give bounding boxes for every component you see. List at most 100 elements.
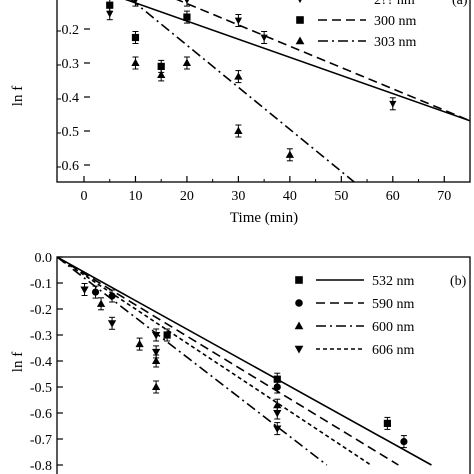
data-point bbox=[234, 14, 242, 27]
panel-label: (b) bbox=[450, 274, 467, 289]
legend-triangle-symbol bbox=[295, 36, 305, 45]
data-point bbox=[131, 31, 140, 44]
y-tick-label: -0.5 bbox=[57, 125, 79, 140]
y-tick-label: 0.0 bbox=[35, 251, 53, 266]
data-point bbox=[157, 68, 166, 82]
triangle-down-marker bbox=[273, 425, 282, 433]
triangle-marker bbox=[151, 356, 161, 365]
star-marker bbox=[184, 0, 190, 5]
star-marker bbox=[389, 100, 397, 108]
data-point bbox=[107, 316, 117, 330]
x-tick-label: 30 bbox=[231, 189, 245, 204]
data-point bbox=[80, 283, 89, 296]
star-marker bbox=[133, 0, 138, 5]
square-marker bbox=[383, 419, 391, 427]
data-point bbox=[273, 380, 281, 394]
legend-label: 606 nm bbox=[372, 343, 415, 358]
panel-b-chart: 0.0 -0.1 -0.2 -0.3 -0.4 -0.5 -0.6 -0.7 -0.8 532 … bbox=[10, 251, 471, 474]
panel-a-legend: 2?? nm (a) 300 nm 303 nm bbox=[295, 0, 468, 50]
circle-marker bbox=[273, 383, 281, 391]
x-tick-label: 10 bbox=[128, 189, 142, 204]
panel-b-fit-lines bbox=[57, 257, 432, 466]
y-tick-label: -0.6 bbox=[57, 159, 79, 174]
square-marker bbox=[131, 33, 140, 42]
data-point bbox=[163, 328, 171, 342]
data-point bbox=[183, 10, 191, 24]
data-point bbox=[108, 289, 116, 303]
y-tick-label: -0.8 bbox=[30, 459, 52, 474]
legend-label: 600 nm bbox=[372, 320, 415, 335]
y-tick-label: -0.1 bbox=[30, 277, 52, 292]
legend-label: 300 nm bbox=[374, 14, 417, 29]
x-tick-label: 20 bbox=[180, 189, 194, 204]
legend-triangle-symbol bbox=[294, 321, 304, 330]
data-point bbox=[285, 148, 295, 162]
y-tick-label: -0.7 bbox=[30, 433, 52, 448]
panel-a-xlabel: Time (min) bbox=[230, 210, 298, 226]
square-marker bbox=[163, 331, 171, 339]
triangle-marker bbox=[151, 382, 161, 391]
triangle-down-marker bbox=[273, 409, 282, 418]
panel-a-plot-frame bbox=[56, 0, 471, 183]
square-marker bbox=[273, 375, 281, 383]
fit-line-solid bbox=[57, 257, 432, 466]
data-point bbox=[151, 380, 161, 394]
data-point bbox=[106, 0, 114, 12]
square-marker bbox=[157, 62, 165, 70]
legend-label: 590 nm bbox=[372, 297, 415, 312]
data-point bbox=[400, 435, 408, 449]
legend-star-symbol bbox=[298, 0, 302, 4]
star-marker bbox=[234, 17, 242, 25]
panel-b-legend: 532 nm (b) 590 nm 600 nm 606 nm bbox=[294, 274, 467, 358]
legend-circle-symbol bbox=[295, 299, 303, 307]
y-tick-label: -0.5 bbox=[30, 381, 52, 396]
triangle-marker bbox=[182, 58, 192, 67]
fit-line-dash-dot bbox=[130, 0, 355, 182]
panel-b-plot-frame bbox=[56, 256, 471, 474]
legend-square-symbol bbox=[295, 276, 303, 284]
data-point bbox=[151, 328, 161, 342]
panel-a-data-points bbox=[106, 0, 397, 162]
legend-triangle-down-symbol bbox=[294, 345, 304, 354]
data-point bbox=[183, 0, 190, 7]
data-point bbox=[91, 285, 100, 299]
triangle-down-marker bbox=[107, 320, 117, 328]
triangle-marker bbox=[157, 70, 166, 78]
data-point bbox=[135, 337, 144, 351]
legend-label: 2?? nm bbox=[374, 0, 415, 8]
panel-b-axes: 0.0 -0.1 -0.2 -0.3 -0.4 -0.5 -0.6 -0.7 -0.8 bbox=[30, 251, 63, 474]
fit-line-short-dashed bbox=[57, 257, 372, 466]
panel-a-chart: -0.1-0.2-0.3-0.4-0.5-0.6010203040506070 … bbox=[10, 0, 471, 226]
y-tick-label: -0.3 bbox=[57, 57, 79, 72]
x-tick-label: 60 bbox=[386, 189, 400, 204]
y-tick-label: -0.6 bbox=[30, 407, 52, 422]
data-point bbox=[182, 56, 192, 70]
data-point bbox=[131, 56, 140, 70]
square-marker bbox=[183, 13, 191, 21]
y-tick-label: -0.4 bbox=[57, 91, 79, 106]
x-tick-label: 40 bbox=[283, 189, 297, 204]
data-point bbox=[234, 124, 243, 138]
y-tick-label: -0.1 bbox=[57, 0, 79, 4]
data-point bbox=[273, 422, 282, 436]
triangle-marker bbox=[285, 150, 295, 158]
triangle-marker bbox=[234, 126, 243, 135]
x-tick-label: 0 bbox=[81, 189, 88, 204]
data-point bbox=[383, 416, 391, 430]
data-point bbox=[389, 97, 397, 111]
y-tick-label: -0.2 bbox=[30, 303, 52, 318]
panel-a-fit-lines bbox=[124, 0, 470, 182]
circle-marker bbox=[108, 292, 116, 300]
legend-label: 303 nm bbox=[374, 35, 417, 50]
data-point bbox=[132, 0, 139, 7]
fit-line-dash-dot bbox=[57, 257, 328, 466]
triangle-marker bbox=[135, 339, 144, 348]
panel-label: (a) bbox=[452, 0, 468, 8]
triangle-down-marker bbox=[80, 286, 89, 294]
y-tick-label: -0.4 bbox=[30, 355, 52, 370]
data-point bbox=[273, 406, 282, 420]
x-tick-label: 50 bbox=[334, 189, 348, 204]
triangle-marker bbox=[273, 400, 282, 409]
circle-marker bbox=[91, 288, 100, 296]
